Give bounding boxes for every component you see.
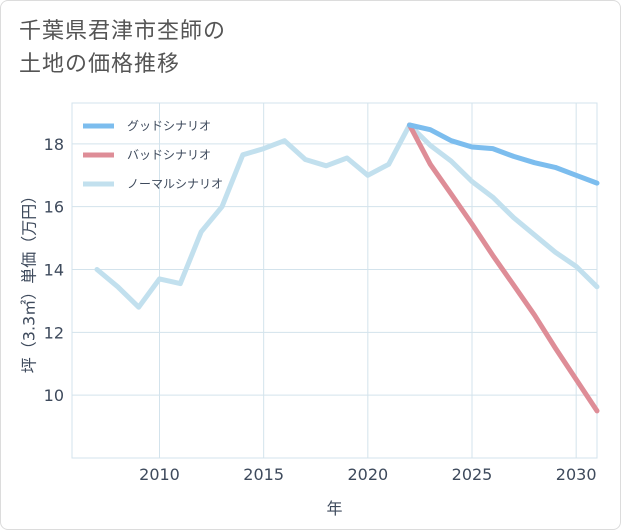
legend-label: グッドシナリオ xyxy=(127,119,211,133)
x-tick-label: 2015 xyxy=(243,465,284,484)
series-lines xyxy=(94,122,600,414)
y-tick-label: 18 xyxy=(44,135,64,154)
legend-item-bad[interactable]: バッドシナリオ xyxy=(83,148,211,162)
x-tick-label: 2030 xyxy=(556,465,597,484)
legend-label: ノーマルシナリオ xyxy=(127,177,223,191)
x-tick-label: 2020 xyxy=(347,465,388,484)
chart-title-line-1: 千葉県君津市杢師の xyxy=(19,19,227,44)
x-tick-label: 2025 xyxy=(452,465,493,484)
y-axis-title: 坪（3.3㎡）単価（万円） xyxy=(20,188,39,373)
series-line-bad xyxy=(407,122,600,414)
grid-lines xyxy=(72,103,597,458)
chart-title-line-2: 土地の価格推移 xyxy=(19,52,181,77)
x-tick-label: 2010 xyxy=(139,465,180,484)
axis-tick-labels: 2010 2015 2020 2025 2030 10 12 14 16 18 xyxy=(44,135,597,484)
y-tick-label: 16 xyxy=(44,198,64,217)
series-line-normal xyxy=(94,122,600,310)
y-tick-label: 12 xyxy=(44,323,64,342)
y-tick-label: 10 xyxy=(44,386,64,405)
chart-title: 千葉県君津市杢師の 土地の価格推移 xyxy=(19,15,226,81)
legend-item-good[interactable]: グッドシナリオ xyxy=(83,119,211,133)
y-tick-label: 14 xyxy=(44,261,64,280)
plot-area-frame xyxy=(71,102,598,459)
legend-item-normal[interactable]: ノーマルシナリオ xyxy=(83,177,223,191)
legend-label: バッドシナリオ xyxy=(127,148,211,162)
series-line-good xyxy=(407,122,600,186)
x-axis-title: 年 xyxy=(326,499,342,518)
